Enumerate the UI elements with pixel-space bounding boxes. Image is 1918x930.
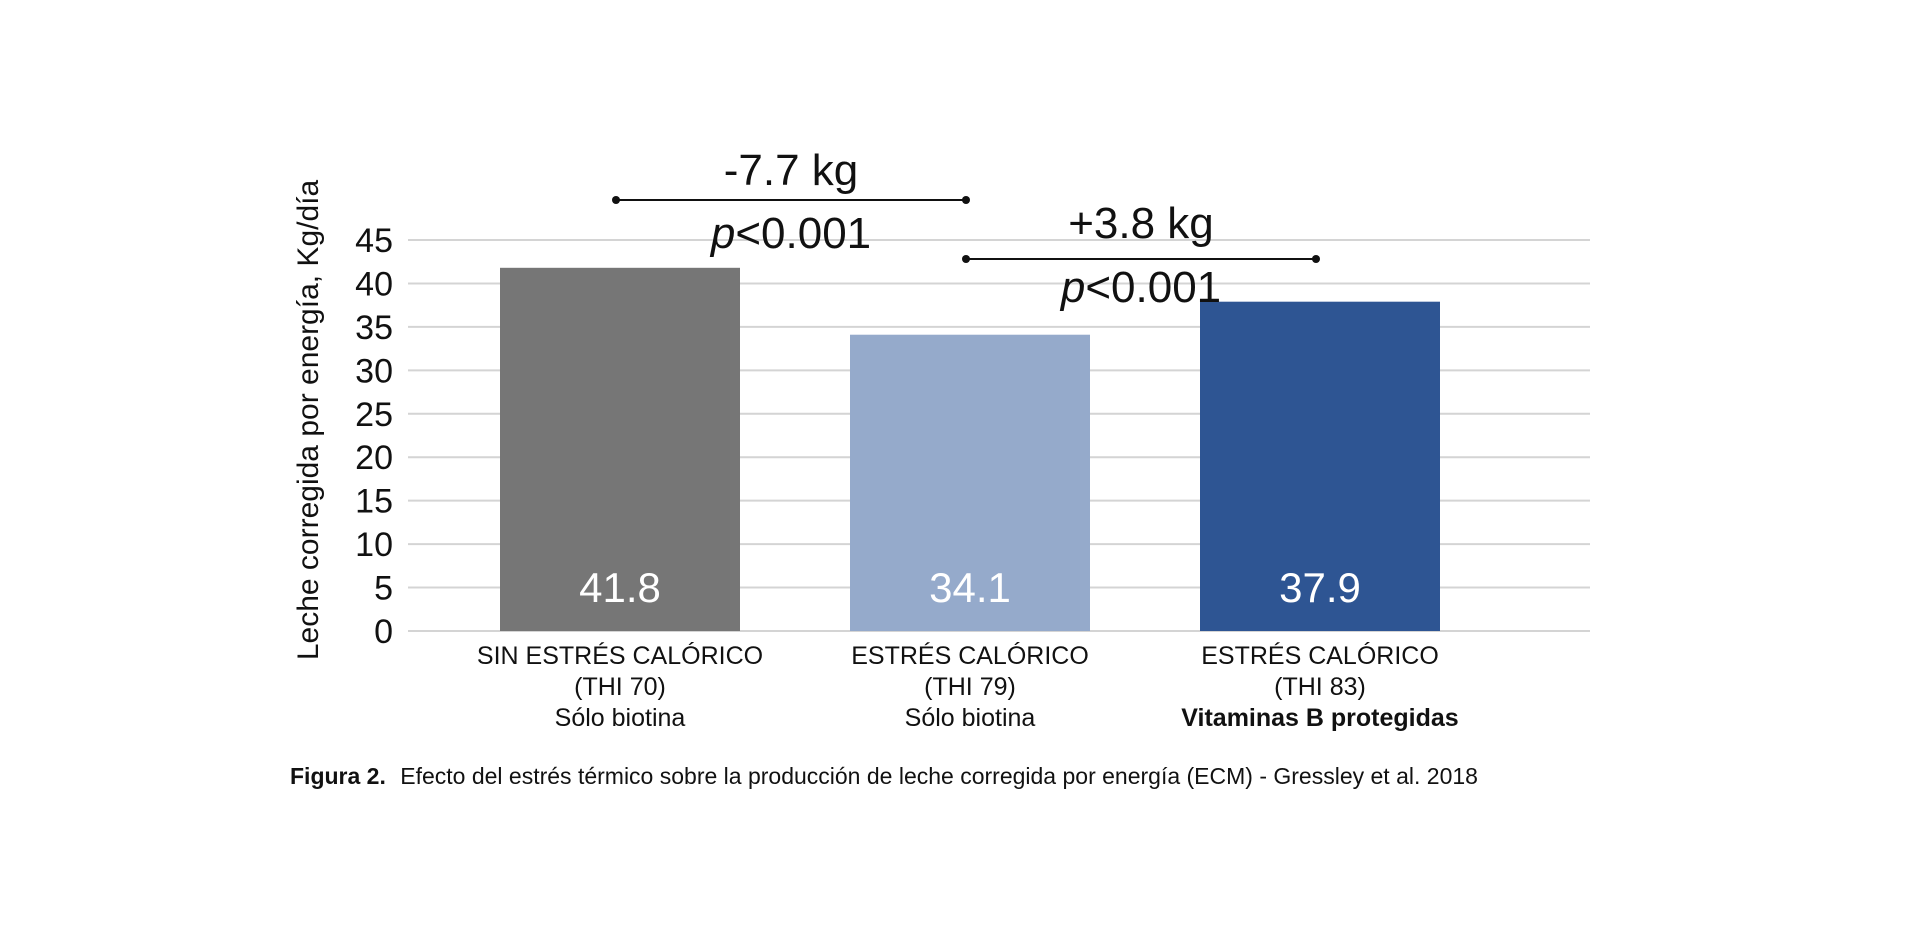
data-labels: 41.8 34.1 37.9 bbox=[579, 564, 1361, 611]
bar bbox=[850, 334, 1090, 631]
bracket-endpoint bbox=[1312, 255, 1320, 263]
bracket-endpoint bbox=[612, 196, 620, 204]
figure-caption: Figura 2. Efecto del estrés térmico sobr… bbox=[290, 763, 1478, 790]
y-axis-label: Leche corregida por energía, Kg/día bbox=[292, 180, 325, 661]
bracket-endpoint bbox=[962, 196, 970, 204]
bar-value-label: 34.1 bbox=[929, 564, 1011, 611]
x-axis-categories: SIN ESTRÉS CALÓRICO (THI 70) Sólo biotina E… bbox=[477, 641, 1459, 732]
y-axis-ticks: 0 5 10 15 20 25 30 35 40 45 bbox=[355, 222, 393, 651]
x-category-label: (THI 79) bbox=[924, 673, 1016, 701]
y-tick-label: 40 bbox=[355, 265, 393, 303]
bar bbox=[1200, 301, 1440, 631]
x-category-label: Sólo biotina bbox=[905, 704, 1036, 732]
y-tick-label: 0 bbox=[374, 613, 393, 651]
x-category-label: Sólo biotina bbox=[555, 704, 686, 732]
x-category-label: ESTRÉS CALÓRICO bbox=[851, 641, 1089, 670]
caption-text: Efecto del estrés térmico sobre la produ… bbox=[400, 763, 1478, 789]
p-value-label: p<0.001 bbox=[709, 209, 871, 258]
x-category-label: Vitaminas B protegidas bbox=[1181, 704, 1458, 732]
y-tick-label: 15 bbox=[355, 483, 393, 521]
y-tick-label: 5 bbox=[374, 570, 393, 608]
y-tick-label: 10 bbox=[355, 526, 393, 564]
y-tick-label: 45 bbox=[355, 222, 393, 260]
y-tick-label: 20 bbox=[355, 439, 393, 477]
p-value-label: p<0.001 bbox=[1059, 263, 1221, 312]
y-tick-label: 35 bbox=[355, 309, 393, 347]
x-category-label: ESTRÉS CALÓRICO bbox=[1201, 641, 1439, 670]
x-category-label: (THI 83) bbox=[1274, 673, 1366, 701]
bar-value-label: 41.8 bbox=[579, 564, 661, 611]
y-tick-label: 30 bbox=[355, 352, 393, 390]
bar-value-label: 37.9 bbox=[1279, 564, 1361, 611]
y-tick-label: 25 bbox=[355, 396, 393, 434]
bracket-endpoint bbox=[962, 255, 970, 263]
difference-label: +3.8 kg bbox=[1068, 199, 1214, 248]
significance-annotations: -7.7 kg p<0.001 +3.8 kg p<0.001 bbox=[612, 146, 1320, 312]
x-category-label: (THI 70) bbox=[574, 673, 666, 701]
bar bbox=[500, 267, 740, 631]
bars bbox=[500, 267, 1440, 631]
caption-label: Figura 2. bbox=[290, 763, 386, 789]
difference-label: -7.7 kg bbox=[724, 146, 859, 195]
x-category-label: SIN ESTRÉS CALÓRICO bbox=[477, 641, 763, 670]
